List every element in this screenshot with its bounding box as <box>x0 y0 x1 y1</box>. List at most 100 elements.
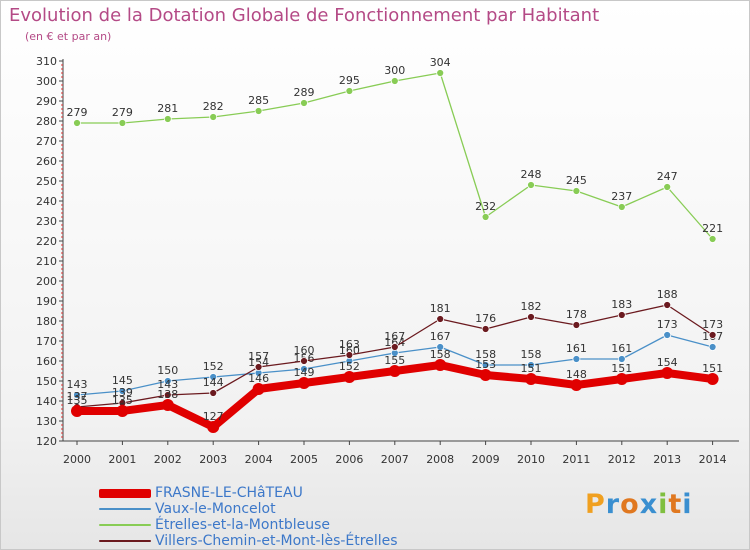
y-tick-label: 200 <box>36 275 57 288</box>
legend-item: Étrelles-et-la-Montbleuse <box>99 517 398 533</box>
data-label: 173 <box>702 318 723 331</box>
data-label: 279 <box>67 106 88 119</box>
data-point <box>708 235 717 243</box>
chart-subtitle: (en € et par an) <box>25 30 112 43</box>
y-tick-label: 210 <box>36 255 57 268</box>
data-point <box>525 373 537 385</box>
data-label: 188 <box>657 288 678 301</box>
data-label: 163 <box>339 338 360 351</box>
legend-item: Vaux-le-Moncelot <box>99 501 398 517</box>
data-label: 300 <box>384 64 405 77</box>
data-point <box>300 99 308 107</box>
legend: FRASNE-LE-CHâTEAU Vaux-le-Moncelot Étrel… <box>99 485 398 549</box>
x-tick-label: 2005 <box>290 453 318 466</box>
y-tick-label: 250 <box>36 175 57 188</box>
data-label: 181 <box>430 302 451 315</box>
data-point <box>617 355 626 363</box>
legend-swatch <box>99 524 151 526</box>
data-point <box>434 359 447 371</box>
data-point <box>209 113 218 121</box>
y-tick-label: 240 <box>36 195 57 208</box>
chart-title: Evolution de la Dotation Globale de Fonc… <box>9 5 600 26</box>
data-point <box>617 203 626 211</box>
data-point <box>388 365 401 377</box>
data-label: 237 <box>611 190 632 203</box>
data-point <box>481 361 490 369</box>
data-point <box>527 361 535 369</box>
data-label: 146 <box>248 372 269 385</box>
legend-label: Étrelles-et-la-Montbleuse <box>155 517 330 533</box>
data-point <box>161 399 174 411</box>
data-label: 160 <box>294 344 315 357</box>
brand-letter: i <box>658 489 669 520</box>
data-point <box>436 315 445 323</box>
data-label: 167 <box>384 330 405 343</box>
data-point <box>527 181 535 189</box>
data-label: 151 <box>702 362 723 375</box>
data-label: 155 <box>384 354 405 367</box>
data-label: 148 <box>566 368 587 381</box>
data-label: 149 <box>294 366 315 379</box>
data-point <box>436 343 445 351</box>
data-point <box>116 405 129 417</box>
data-point <box>209 373 218 381</box>
x-tick-label: 2011 <box>562 453 590 466</box>
y-tick-label: 140 <box>36 395 57 408</box>
data-label: 152 <box>339 360 360 373</box>
x-tick-label: 2006 <box>335 453 363 466</box>
data-label: 304 <box>430 56 451 69</box>
data-label: 285 <box>248 94 269 107</box>
data-label: 248 <box>521 168 542 181</box>
data-label: 143 <box>157 378 178 391</box>
y-tick-label: 190 <box>36 295 57 308</box>
data-label: 157 <box>248 350 269 363</box>
data-label: 152 <box>203 360 224 373</box>
y-tick-label: 120 <box>36 435 57 448</box>
data-point <box>345 87 354 95</box>
x-tick-label: 2007 <box>381 453 409 466</box>
data-point <box>163 115 172 123</box>
x-tick-label: 2002 <box>154 453 182 466</box>
data-point <box>390 77 399 85</box>
data-point <box>252 383 265 395</box>
data-label: 245 <box>566 174 587 187</box>
brand-letter: r <box>605 489 621 520</box>
data-point <box>254 363 263 371</box>
y-tick-label: 260 <box>36 155 57 168</box>
y-tick-label: 130 <box>36 415 57 428</box>
x-tick-label: 2008 <box>426 453 454 466</box>
data-label: 282 <box>203 100 224 113</box>
data-point <box>661 367 674 379</box>
x-tick-label: 2010 <box>517 453 545 466</box>
data-label: 173 <box>657 318 678 331</box>
data-label: 182 <box>521 300 542 313</box>
data-label: 138 <box>157 388 178 401</box>
data-point <box>71 405 83 417</box>
data-point <box>708 343 717 351</box>
data-label: 158 <box>521 348 542 361</box>
x-tick-label: 2012 <box>608 453 636 466</box>
data-point <box>345 351 354 359</box>
data-label: 154 <box>657 356 678 369</box>
data-point <box>73 391 81 399</box>
legend-label: Villers-Chemin-et-Mont-lès-Étrelles <box>155 533 398 549</box>
data-point <box>118 387 127 395</box>
data-label: 164 <box>384 336 405 349</box>
data-point <box>527 313 535 321</box>
data-label: 183 <box>611 298 632 311</box>
data-label: 247 <box>657 170 678 183</box>
data-label: 295 <box>339 74 360 87</box>
data-point <box>390 343 399 351</box>
data-label: 178 <box>566 308 587 321</box>
data-label: 281 <box>157 102 178 115</box>
data-label: 139 <box>112 386 133 399</box>
brand-letter: P <box>585 489 606 520</box>
data-point <box>118 119 127 127</box>
y-tick-label: 160 <box>36 355 57 368</box>
x-tick-label: 2009 <box>472 453 500 466</box>
legend-item: Villers-Chemin-et-Mont-lès-Étrelles <box>99 533 398 549</box>
legend-label: FRASNE-LE-CHâTEAU <box>155 485 303 501</box>
data-point <box>479 369 492 381</box>
x-tick-label: 2003 <box>199 453 227 466</box>
data-label: 279 <box>112 106 133 119</box>
